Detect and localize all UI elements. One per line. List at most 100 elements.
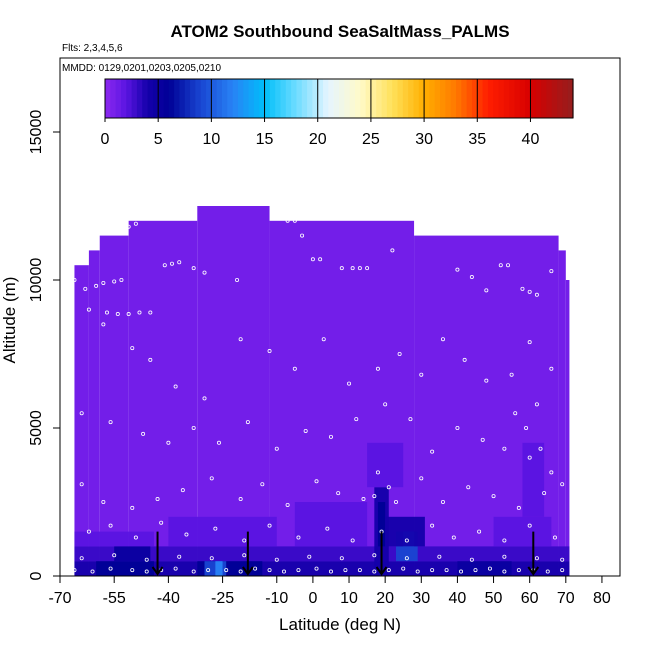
sample-point — [560, 568, 565, 573]
sample-point — [419, 476, 424, 481]
sample-point — [520, 286, 525, 291]
sample-point — [491, 494, 496, 499]
sample-point — [477, 529, 482, 534]
sample-point — [86, 529, 91, 534]
colorbar-segment — [418, 79, 425, 118]
colorbar-segment — [471, 79, 478, 118]
sample-point — [173, 566, 178, 571]
sample-point — [238, 337, 243, 342]
sample-point — [213, 526, 218, 531]
sample-point — [148, 310, 153, 315]
colorbar-segment — [498, 79, 505, 118]
sample-point — [549, 366, 554, 371]
sample-point — [430, 523, 435, 528]
sample-point — [267, 523, 272, 528]
sample-point — [354, 417, 359, 422]
heatmap-cell — [114, 546, 151, 562]
colorbar-segment — [222, 79, 228, 118]
coverage-column — [88, 250, 100, 576]
colorbar-tick-label: 5 — [154, 131, 163, 148]
sample-point — [162, 263, 167, 268]
colorbar-segment — [259, 79, 266, 118]
colorbar-segment — [253, 79, 260, 118]
colorbar-segment — [248, 79, 255, 118]
colorbar-segment — [163, 79, 170, 118]
sample-point — [350, 266, 355, 271]
sample-point — [552, 535, 557, 540]
sample-point — [469, 275, 474, 280]
colorbar-segment — [136, 79, 143, 118]
heatmap-cell — [74, 531, 154, 547]
colorbar-segment — [105, 79, 111, 118]
sample-point — [281, 569, 286, 574]
colorbar-segment — [296, 79, 303, 118]
colorbar-tick-label: 15 — [256, 131, 274, 148]
colorbar-segment — [131, 79, 138, 118]
colorbar-segment — [200, 79, 207, 118]
sample-point — [285, 502, 290, 507]
colorbar-segment — [503, 79, 510, 118]
sample-point — [245, 420, 250, 425]
sample-point — [155, 208, 160, 213]
colorbar-segment — [424, 79, 431, 118]
sample-point — [560, 557, 565, 562]
x-tick-label: 20 — [376, 590, 394, 607]
x-axis-label: Latitude (deg N) — [279, 615, 401, 634]
sample-point — [209, 556, 214, 561]
sample-point — [202, 396, 207, 401]
sample-point — [292, 366, 297, 371]
colorbar-segment — [168, 79, 175, 118]
sample-point — [527, 340, 532, 345]
colorbar-segment — [408, 79, 415, 118]
sample-point — [328, 569, 333, 574]
sample-point — [404, 556, 409, 561]
heatmap-cell — [74, 546, 570, 562]
colorbar-tick-label: 40 — [522, 131, 540, 148]
sample-point — [321, 337, 326, 342]
sample-point — [155, 497, 160, 502]
sample-point — [502, 538, 507, 543]
y-axis: 0 5000 10000 15000 — [28, 110, 60, 580]
colorbar-tick-label: 20 — [309, 131, 327, 148]
sample-point — [505, 263, 510, 268]
colorbar-segment — [546, 79, 553, 118]
sample-point — [484, 378, 489, 383]
sample-point — [296, 535, 301, 540]
colorbar-segment — [440, 79, 446, 118]
sample-point — [119, 277, 124, 282]
colorbar-tick-label: 30 — [415, 131, 433, 148]
colorbar-segment — [323, 79, 329, 118]
colorbar-segment — [381, 79, 388, 118]
colorbar-segment — [360, 79, 367, 118]
colorbar-segment — [184, 79, 191, 118]
sample-point — [90, 569, 95, 574]
latitude-arrow-head — [242, 566, 254, 576]
chart-annotation: MMDD: 0129,0201,0203,0205,0210 — [62, 63, 221, 74]
colorbar-segment — [493, 79, 500, 118]
sample-point — [238, 569, 243, 574]
colorbar-segment — [301, 79, 308, 118]
sample-point — [83, 286, 88, 291]
colorbar-segment — [445, 79, 452, 118]
x-tick-label: 40 — [449, 590, 467, 607]
sample-point — [137, 310, 142, 315]
colorbar-segment — [567, 79, 574, 118]
sample-point — [484, 288, 489, 293]
sample-point — [274, 557, 279, 562]
colorbar-segment — [211, 79, 218, 118]
colorbar-segment — [237, 79, 244, 118]
colorbar-segment — [487, 79, 494, 118]
chart-subtitle: Flts: 2,3,4,5,6 — [62, 43, 123, 54]
sample-point — [141, 431, 146, 436]
y-tick-label: 15000 — [28, 110, 45, 155]
heatmap-cell — [168, 516, 277, 547]
sample-point — [419, 372, 424, 377]
sample-point — [72, 568, 77, 573]
sample-point — [509, 372, 514, 377]
sample-point — [101, 280, 106, 285]
sample-point — [469, 557, 474, 562]
colorbar-segment — [450, 79, 457, 118]
coverage-column — [197, 206, 270, 576]
sample-point — [545, 569, 550, 574]
